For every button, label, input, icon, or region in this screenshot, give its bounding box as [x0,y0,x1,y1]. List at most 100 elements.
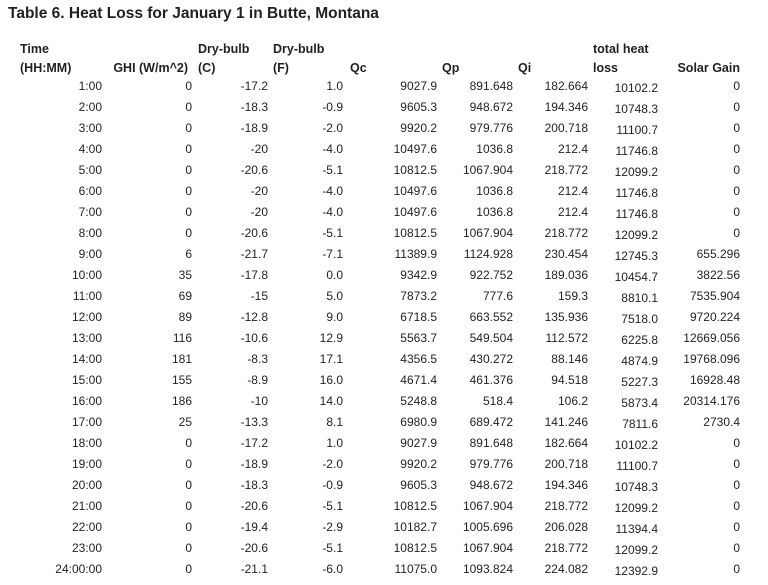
cell-total_heat_loss: 4874.9 [621,353,658,368]
cell-qi: 200.718 [544,120,588,135]
cell-total_heat_loss: 10454.7 [614,269,658,284]
cell-qp: 461.376 [469,372,513,387]
cell-qc: 9027.9 [400,78,437,93]
cell-time: 17:00 [71,414,102,429]
header-total-heat-line2: loss [593,61,619,75]
table-row: 17:00 25 -13.3 8.1 6980.9 689.472 141.246 7811.… [0,411,744,432]
cell-qc: 10812.5 [393,540,437,555]
cell-time: 19:00 [71,456,102,471]
cell-qp: 1036.8 [476,204,513,219]
table-row: 10:00 35 -17.8 0.0 9342.9 922.752 189.036 10454… [0,264,744,285]
cell-time: 1:00 [78,78,102,93]
table-row: 22:00 0 -19.4 -2.9 10182.7 1005.696 206.028 113… [0,516,744,537]
cell-qp: 689.472 [469,414,513,429]
cell-time: 9:00 [78,246,102,261]
cell-qi: 218.772 [544,498,588,513]
cell-solar_gain: 9720.224 [689,309,740,324]
cell-qi: 182.664 [544,435,588,450]
cell-drybulb_c: -12.8 [240,309,268,324]
cell-drybulb_f: 16.0 [319,372,343,387]
table-row: 11:00 69 -15 5.0 7873.2 777.6 159.3 8810.1 7535.… [0,285,744,306]
cell-time: 3:00 [78,120,102,135]
cell-qi: 135.936 [544,309,588,324]
cell-qp: 1036.8 [476,183,513,198]
cell-drybulb_f: -0.9 [322,99,343,114]
cell-drybulb_c: -18.9 [240,120,268,135]
cell-qc: 9605.3 [400,477,437,492]
cell-drybulb_f: 9.0 [326,309,343,324]
cell-solar_gain: 0 [733,519,740,534]
cell-solar_gain: 0 [733,183,740,198]
cell-drybulb_c: -17.2 [240,435,268,450]
cell-time: 15:00 [71,372,102,387]
cell-solar_gain: 12669.056 [683,330,740,345]
cell-drybulb_f: 5.0 [326,288,343,303]
cell-ghi: 0 [185,477,192,492]
cell-solar_gain: 0 [733,78,740,93]
cell-qi: 159.3 [557,288,588,303]
cell-qc: 10497.6 [393,141,437,156]
cell-drybulb_f: 14.0 [319,393,343,408]
cell-total_heat_loss: 10748.3 [614,479,658,494]
cell-total_heat_loss: 10102.2 [614,437,658,452]
table-row: 9:00 6 -21.7 -7.1 11389.9 1124.928 230.454 1274… [0,243,744,264]
cell-qp: 979.776 [469,120,513,135]
cell-solar_gain: 0 [733,456,740,471]
header-ghi-line1 [106,37,196,56]
cell-time: 2:00 [78,99,102,114]
cell-qc: 9027.9 [400,435,437,450]
cell-drybulb_c: -20 [250,204,268,219]
table-row: 4:00 0 -20 -4.0 10497.6 1036.8 212.4 11746.8 0 [0,138,744,159]
cell-drybulb_c: -21.1 [240,561,268,576]
cell-drybulb_f: -4.0 [322,204,343,219]
cell-drybulb_c: -8.9 [247,372,268,387]
cell-total_heat_loss: 10748.3 [614,101,658,116]
cell-qp: 1093.824 [462,561,513,576]
header-qc-line2: Qc [350,61,367,75]
header-ghi-line2: GHI (W/m^2) [113,61,188,75]
cell-qp: 948.672 [469,99,513,114]
cell-qp: 549.504 [469,330,513,345]
cell-drybulb_f: 1.0 [326,435,343,450]
cell-qp: 948.672 [469,477,513,492]
cell-total_heat_loss: 8810.1 [621,290,658,305]
cell-qc: 10182.7 [393,519,437,534]
cell-solar_gain: 0 [733,435,740,450]
cell-drybulb_c: -20.6 [240,498,268,513]
table-row: 8:00 0 -20.6 -5.1 10812.5 1067.904 218.772 1209… [0,222,744,243]
cell-qi: 218.772 [544,162,588,177]
cell-ghi: 0 [185,99,192,114]
cell-solar_gain: 19768.096 [683,351,740,366]
cell-qp: 430.272 [469,351,513,366]
cell-drybulb_c: -10.6 [240,330,268,345]
cell-solar_gain: 0 [733,561,740,576]
cell-qc: 9342.9 [400,267,437,282]
cell-qp: 1005.696 [462,519,513,534]
cell-time: 24:00:00 [55,561,102,576]
cell-qi: 218.772 [544,225,588,240]
cell-drybulb_f: -2.9 [322,519,343,534]
cell-solar_gain: 0 [733,498,740,513]
cell-time: 10:00 [71,267,102,282]
cell-qi: 212.4 [557,141,588,156]
cell-qi: 106.2 [557,393,588,408]
cell-drybulb_f: 8.1 [326,414,343,429]
cell-qc: 9920.2 [400,456,437,471]
cell-solar_gain: 0 [733,225,740,240]
cell-qp: 1124.928 [463,246,513,261]
cell-qp: 777.6 [482,288,513,303]
cell-time: 18:00 [71,435,102,450]
cell-qc: 10812.5 [393,225,437,240]
cell-qi: 94.518 [551,372,588,387]
cell-drybulb_c: -20.6 [240,162,268,177]
cell-time: 22:00 [71,519,102,534]
cell-ghi: 186 [171,393,192,408]
cell-ghi: 0 [185,78,192,93]
cell-qc: 6980.9 [400,414,437,429]
cell-solar_gain: 7535.904 [689,288,740,303]
cell-total_heat_loss: 7518.0 [621,311,658,326]
cell-drybulb_c: -20 [250,183,268,198]
cell-total_heat_loss: 12099.2 [614,500,658,515]
cell-solar_gain: 0 [733,120,740,135]
